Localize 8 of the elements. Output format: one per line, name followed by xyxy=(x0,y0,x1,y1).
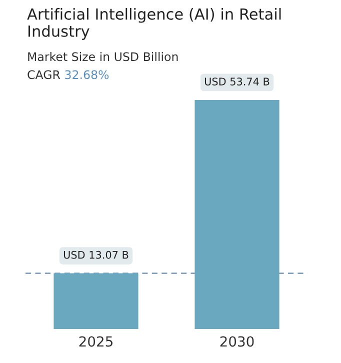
chart-title: Artificial Intelligence (AI) in Retail Industry xyxy=(27,8,281,40)
data-label: USD 13.07 B xyxy=(64,250,128,259)
x-tick-label: 2030 xyxy=(220,336,254,347)
x-tick-label: 2025 xyxy=(79,336,112,347)
data-label: USD 53.74 B xyxy=(204,78,270,86)
text: CAGR xyxy=(28,70,60,80)
text: 32.68% xyxy=(65,70,109,80)
chart-subtitle: Market Size in USD Billion xyxy=(28,52,178,62)
